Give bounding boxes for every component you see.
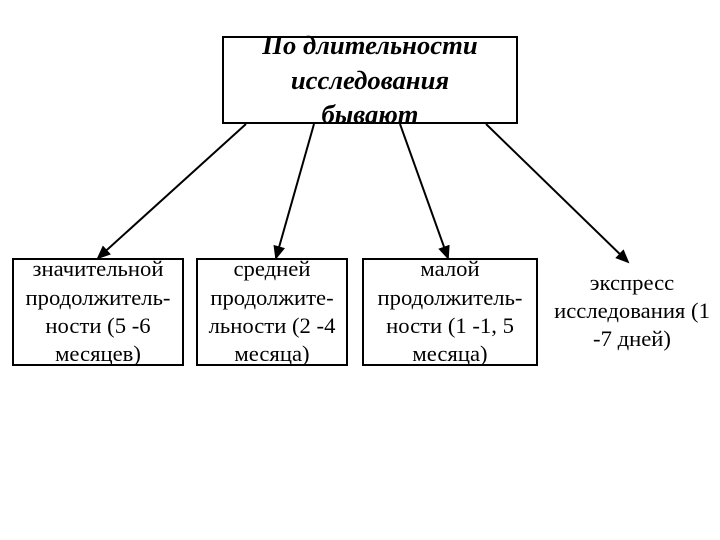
child-node-1: средней продолжите­льности (2 -4 месяца)	[196, 258, 348, 366]
child-node-3: экспресс исследования (1 -7 дней)	[548, 268, 716, 354]
child-label-0: значительной продолжитель­ности (5 -6 ме…	[18, 255, 178, 368]
root-node: По длительности исследования бывают	[222, 36, 518, 124]
root-label: По длительности исследования бывают	[240, 28, 500, 132]
child-node-0: значительной продолжитель­ности (5 -6 ме…	[12, 258, 184, 366]
child-node-2: малой продолжитель­ности (1 -1, 5 месяца…	[362, 258, 538, 366]
child-label-1: средней продолжите­льности (2 -4 месяца)	[202, 255, 342, 368]
child-label-2: малой продолжитель­ности (1 -1, 5 месяца…	[368, 255, 532, 368]
child-label-3: экспресс исследования (1 -7 дней)	[548, 269, 716, 354]
